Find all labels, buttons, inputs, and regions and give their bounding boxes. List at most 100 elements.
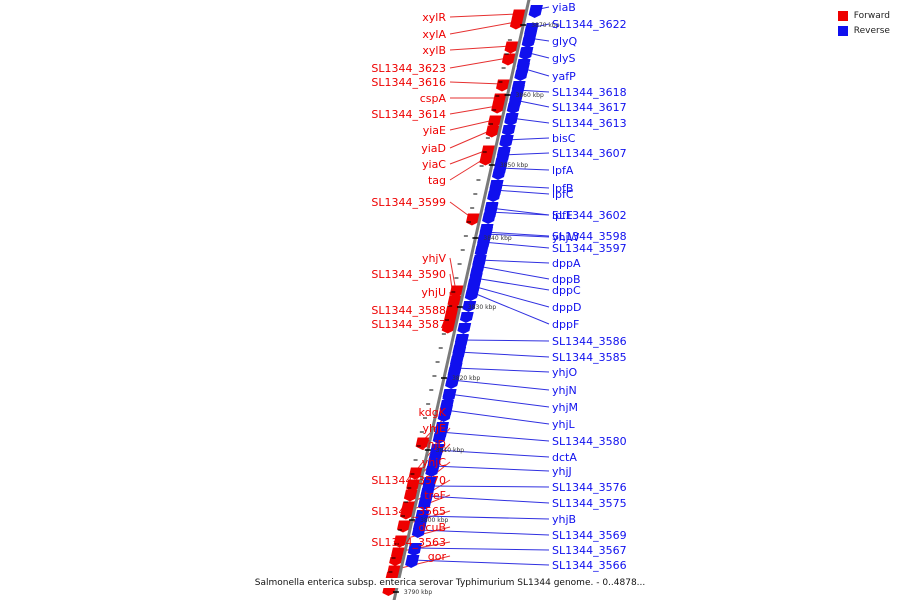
gene-label-gor: gor — [428, 550, 447, 563]
leader-lpfa — [499, 167, 550, 171]
gene-block-sl1344-3590 — [447, 295, 462, 308]
gene-label-dppc: dppC — [552, 284, 581, 297]
gene-fragment-reverse-272 — [469, 268, 484, 279]
caption-text: Salmonella enterica subsp. enterica sero… — [252, 578, 648, 588]
leader-sl1344-3616 — [449, 81, 503, 85]
gene-fragment-reverse-118 — [504, 114, 519, 125]
gene-label-sl1344-3576: SL1344_3576 — [552, 481, 627, 494]
gene-label-xyla: xylA — [422, 28, 446, 41]
legend-label-reverse: Reverse — [853, 25, 890, 36]
gene-label-sl1344-3622: SL1344_3622 — [552, 18, 627, 31]
gene-block-xylb — [504, 41, 519, 54]
gene-fragment-reverse-283 — [467, 279, 482, 290]
leader-dppb — [477, 265, 550, 280]
gene-fragment-reverse-481 — [422, 477, 437, 488]
gene-fragment-reverse-470 — [425, 466, 440, 477]
gene-label-sl1344-3590: SL1344_3590 — [371, 268, 446, 281]
leader-yhjl — [444, 409, 550, 425]
gene-label-lpfb: lpfB — [552, 182, 573, 195]
gene-block-sl1344-3623 — [501, 53, 516, 66]
gene-fragment-reverse-63 — [516, 59, 531, 70]
gene-fragment-reverse-316 — [459, 312, 474, 323]
gene-label-sl1344-3614: SL1344_3614 — [371, 108, 446, 121]
gene-label-dppd: dppD — [552, 301, 581, 314]
gene-fragment-reverse-85 — [511, 81, 526, 92]
gene-fragment-forward-1 — [389, 557, 403, 566]
leader-yiad — [449, 129, 492, 149]
leader-sl1344-3586 — [460, 339, 550, 342]
gene-label-dppa: dppA — [552, 257, 581, 270]
leader-dppd — [472, 285, 550, 308]
leader-sl1344-3602 — [489, 211, 550, 216]
tick-label: 3810 kbp — [436, 447, 464, 454]
gene-label-yhjm: yhjM — [552, 401, 578, 414]
legend-item-forward: Forward — [837, 8, 890, 23]
gene-fragment-reverse-503 — [417, 499, 432, 510]
gene-fragment-reverse-239 — [477, 235, 491, 246]
tick-label: 3800 kbp — [420, 517, 448, 524]
gene-label-yiae: yiaE — [423, 124, 446, 137]
leader-sl1344-3614 — [449, 105, 498, 115]
gene-label-sl1344-3565: SL1344_3565 — [371, 505, 446, 518]
gene-fragment-reverse-393 — [442, 389, 457, 400]
legend-item-reverse: Reverse — [837, 23, 890, 38]
gene-block-yhjc — [403, 489, 418, 502]
gene-label-kdgk: kdgK — [418, 406, 446, 419]
tick-label: 3830 kbp — [468, 304, 496, 311]
leader-tag — [449, 157, 486, 181]
gene-label-lpfc: lpfC — [552, 188, 574, 201]
gene-fragment-reverse-41 — [521, 37, 536, 48]
leader-dppa — [478, 259, 550, 264]
gene-fragment-reverse-151 — [497, 147, 511, 158]
gene-fragment-reverse-426 — [435, 422, 449, 433]
gene-label-sl1344-3585: SL1344_3585 — [552, 351, 627, 364]
gene-label-yhjl: yhjL — [552, 418, 576, 431]
tick-label: 3860 kbp — [516, 92, 544, 99]
gene-fragment-reverse-250 — [474, 246, 489, 257]
gene-label-yhjw: yhjW — [552, 231, 580, 244]
leader-lpfe — [490, 207, 550, 216]
gene-block-xyla — [509, 17, 524, 30]
leader-yhjv — [449, 257, 457, 291]
gene-block-sl1344-3567 — [407, 543, 422, 556]
leader-yhjj — [432, 465, 550, 472]
legend-label-forward: Forward — [853, 10, 890, 21]
gene-label-sl1344-3623: SL1344_3623 — [371, 62, 446, 75]
gene-label-sl1344-3586: SL1344_3586 — [552, 335, 627, 348]
gene-label-sl1344-3616: SL1344_3616 — [371, 76, 446, 89]
gene-fragment-reverse-448 — [430, 444, 445, 455]
gene-label-sl1344-3618: SL1344_3618 — [552, 86, 627, 99]
gene-fragment-reverse-492 — [420, 488, 435, 499]
gene-fragment-reverse-261 — [472, 257, 487, 268]
gene-blocks — [382, 5, 543, 596]
gene-label-sl1344-3575: SL1344_3575 — [552, 497, 627, 510]
gene-fragment-reverse-96 — [509, 92, 524, 103]
leader-dppc — [474, 277, 550, 291]
tick-label: 3870 kbp — [531, 22, 559, 29]
leader-dcta — [435, 449, 550, 458]
gene-fragment-forward-3 — [382, 587, 396, 596]
leader-lpfc — [494, 189, 550, 195]
gene-label-bisc: bisC — [552, 132, 576, 145]
leader-yhjn — [451, 379, 550, 391]
gene-label-cspa: cspA — [420, 92, 447, 105]
gene-block-yiad — [485, 125, 500, 138]
gene-label-dcub: dcuB — [418, 521, 446, 534]
gene-label-sl1344-3613: SL1344_3613 — [552, 117, 627, 130]
gene-fragment-reverse-327 — [457, 323, 472, 334]
gene-label-yiad: yiaD — [421, 142, 446, 155]
gene-label-sl1344-3602: SL1344_3602 — [552, 209, 627, 222]
leader-dppf — [471, 291, 550, 325]
leader-yhjm — [448, 393, 550, 408]
gene-fragment-reverse-107 — [506, 103, 521, 114]
gene-label-glyq: glyQ — [552, 35, 578, 48]
leader-sl1344-3580 — [439, 431, 550, 442]
gene-label-sl1344-3567: SL1344_3567 — [552, 544, 627, 557]
gene-fragment-reverse-525 — [413, 521, 427, 532]
reverse-swatch — [837, 25, 848, 36]
leader-sl1344-3576 — [427, 485, 550, 488]
gene-fragment-reverse-459 — [427, 455, 442, 466]
gene-fragment-reverse-217 — [482, 213, 496, 224]
